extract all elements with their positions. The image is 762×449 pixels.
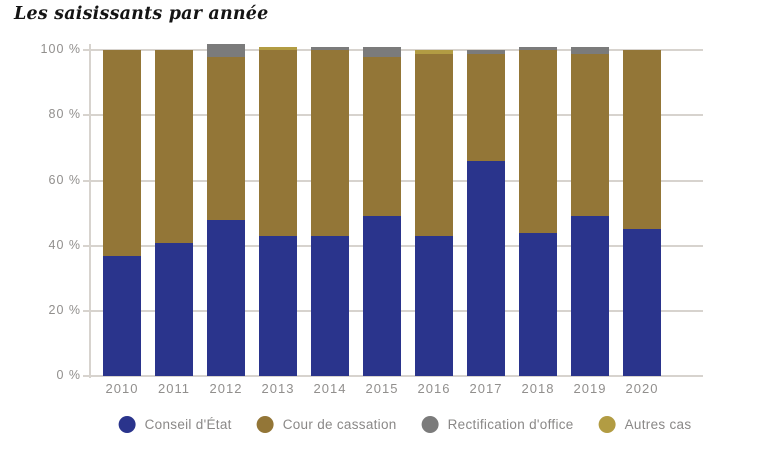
legend-swatch-icon bbox=[598, 416, 616, 433]
chart-title: Les saisissants par année bbox=[14, 4, 269, 24]
y-axis-label: 80 % bbox=[48, 107, 81, 122]
x-axis-label: 2015 bbox=[365, 381, 399, 396]
legend-item: Conseil d'État bbox=[118, 416, 232, 433]
x-axis-label: 2019 bbox=[573, 381, 607, 396]
bar-2011 bbox=[155, 50, 193, 376]
y-axis-tick bbox=[83, 244, 91, 247]
bar-segment bbox=[259, 235, 297, 376]
legend-swatch-icon bbox=[421, 416, 439, 433]
x-axis-label: 2020 bbox=[625, 381, 659, 396]
legend-item: Autres cas bbox=[598, 416, 692, 433]
legend-item: Cour de cassation bbox=[256, 416, 397, 433]
bar-segment bbox=[155, 242, 193, 376]
bar-segment bbox=[259, 50, 297, 236]
bar-2012 bbox=[207, 43, 245, 376]
legend-label: Cour de cassation bbox=[282, 417, 397, 432]
legend-label: Conseil d'État bbox=[144, 417, 232, 432]
bar-segment bbox=[363, 56, 401, 217]
bar-segment bbox=[571, 216, 609, 376]
x-axis-label: 2014 bbox=[313, 381, 347, 396]
y-axis-tick bbox=[83, 375, 91, 377]
bar-segment bbox=[311, 50, 349, 236]
bar-segment bbox=[103, 255, 141, 376]
y-axis-tick bbox=[83, 114, 91, 117]
bar-2010 bbox=[103, 50, 141, 376]
y-axis-tick bbox=[83, 309, 91, 312]
legend-swatch-icon bbox=[256, 416, 274, 433]
x-axis-label: 2011 bbox=[158, 381, 190, 396]
y-axis-label: 40 % bbox=[48, 237, 81, 252]
y-axis-label: 100 % bbox=[40, 42, 81, 57]
bar-segment bbox=[259, 47, 297, 51]
bar-segment bbox=[155, 50, 193, 243]
y-axis-tick bbox=[83, 49, 91, 52]
y-axis-line bbox=[89, 44, 91, 378]
bar-segment bbox=[623, 50, 661, 230]
bar-2014 bbox=[311, 47, 349, 376]
legend-label: Rectification d'office bbox=[447, 417, 574, 432]
bar-segment bbox=[467, 53, 505, 162]
bar-segment bbox=[415, 235, 453, 376]
y-gridline bbox=[84, 375, 703, 377]
bar-2016 bbox=[415, 50, 453, 376]
x-axis-label: 2018 bbox=[521, 381, 555, 396]
bar-2015 bbox=[363, 47, 401, 376]
bar-2013 bbox=[259, 47, 297, 376]
legend-item: Rectification d'office bbox=[421, 416, 574, 433]
bar-segment bbox=[519, 47, 557, 51]
bar-2017 bbox=[467, 50, 505, 376]
bar-2018 bbox=[519, 47, 557, 376]
bar-segment bbox=[571, 53, 609, 217]
bar-segment bbox=[311, 47, 349, 51]
x-axis-label: 2017 bbox=[469, 381, 503, 396]
x-axis-label: 2012 bbox=[209, 381, 243, 396]
y-axis-tick bbox=[83, 179, 91, 182]
bar-2019 bbox=[571, 47, 609, 376]
bar-segment bbox=[623, 229, 661, 376]
bar-segment bbox=[467, 161, 505, 376]
y-axis-label: 20 % bbox=[48, 302, 81, 317]
bar-segment bbox=[311, 235, 349, 376]
bar-segment bbox=[519, 50, 557, 233]
bar-segment bbox=[415, 53, 453, 236]
legend-label: Autres cas bbox=[624, 417, 692, 432]
bar-segment bbox=[363, 47, 401, 57]
bar-segment bbox=[571, 47, 609, 54]
x-axis-label: 2013 bbox=[261, 381, 295, 396]
bar-segment bbox=[415, 50, 453, 54]
y-axis-label: 0 % bbox=[56, 368, 81, 382]
y-axis-label: 60 % bbox=[48, 172, 81, 187]
bar-segment bbox=[207, 56, 245, 220]
bar-segment bbox=[467, 50, 505, 54]
bar-segment bbox=[207, 43, 245, 57]
bar-segment bbox=[207, 219, 245, 376]
legend-swatch-icon bbox=[118, 416, 136, 433]
bar-segment bbox=[519, 232, 557, 376]
x-axis-label: 2016 bbox=[417, 381, 451, 396]
legend: Conseil d'État Cour de cassation Rectifica… bbox=[118, 416, 692, 433]
bar-segment bbox=[363, 216, 401, 376]
bar-2020 bbox=[623, 50, 661, 376]
bar-segment bbox=[103, 50, 141, 256]
x-axis-label: 2010 bbox=[105, 381, 139, 396]
